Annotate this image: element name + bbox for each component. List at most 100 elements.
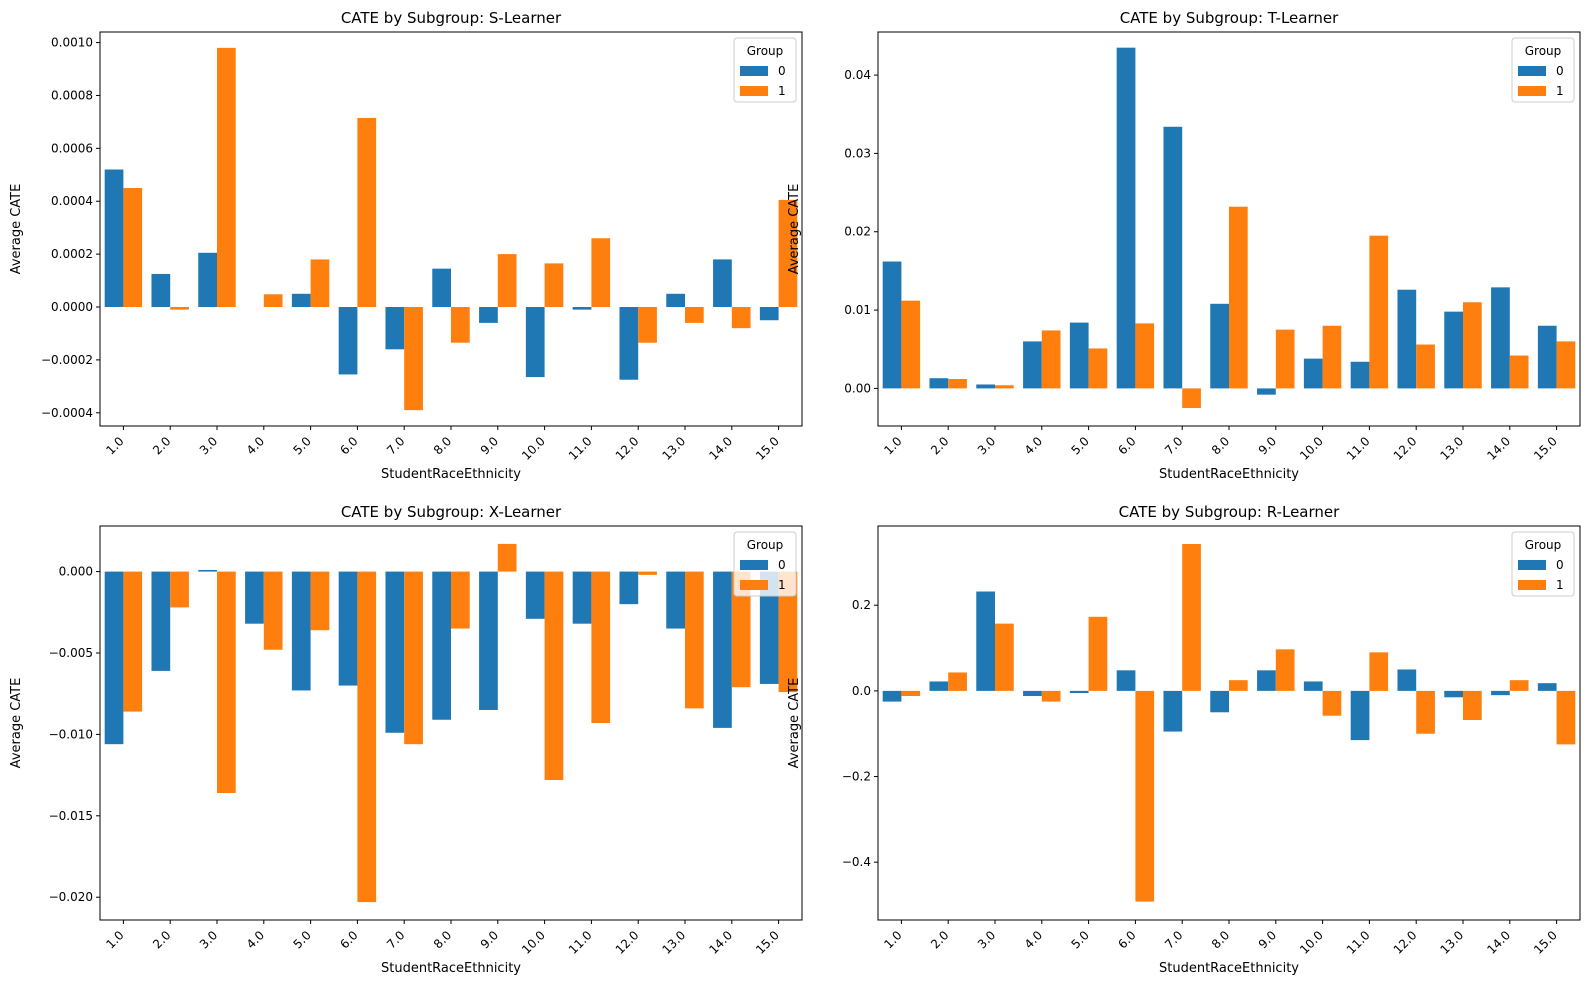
- chart-panel-3: −0.020 −0.015 −0.010 −0.005 0.000 1.0 2.0 3.0 4.…: [9, 503, 803, 976]
- x-tick-label: 15.0: [1531, 928, 1560, 957]
- bar-1-11.0: [591, 571, 611, 723]
- y-tick-label: 0.00: [844, 381, 871, 395]
- bar-1-8.0: [451, 571, 470, 629]
- y-tick-label: −0.005: [49, 646, 93, 660]
- bar-0-8.0: [432, 268, 451, 307]
- x-tick-label: 14.0: [1484, 434, 1513, 463]
- y-tick-label: −0.0004: [41, 406, 93, 420]
- x-tick-label: 9.0: [1256, 928, 1279, 951]
- bar-1-9.0: [497, 543, 517, 572]
- x-tick-label: 4.0: [244, 928, 267, 951]
- y-tick-label: 0.02: [844, 225, 871, 239]
- y-tick-label: 0.04: [844, 68, 871, 82]
- bar-0-9.0: [1257, 388, 1276, 395]
- bar-1-7.0: [1182, 543, 1201, 691]
- x-tick-label: 4.0: [1022, 928, 1045, 951]
- bar-0-3.0: [198, 569, 217, 572]
- bar-0-12.0: [1397, 669, 1417, 691]
- x-tick-label: 12.0: [613, 928, 642, 957]
- legend-label-0: 0: [778, 558, 786, 572]
- bar-0-10.0: [525, 571, 545, 619]
- bar-0-11.0: [1350, 361, 1370, 389]
- bar-1-9.0: [1275, 649, 1295, 691]
- bar-1-6.0: [1135, 323, 1155, 389]
- bar-1-10.0: [544, 263, 564, 308]
- legend-label-1: 1: [1556, 578, 1564, 592]
- chart-title: CATE by Subgroup: R-Learner: [1119, 503, 1340, 521]
- x-tick-label: 6.0: [1115, 928, 1138, 951]
- bar-1-7.0: [1182, 388, 1201, 408]
- x-tick-label: 14.0: [706, 928, 735, 957]
- y-tick-label: 0.2: [852, 598, 871, 612]
- x-tick-label: 2.0: [150, 928, 173, 951]
- bar-1-3.0: [217, 571, 236, 794]
- bar-1-12.0: [638, 571, 657, 575]
- bar-0-6.0: [338, 307, 358, 375]
- bar-1-13.0: [1463, 690, 1482, 720]
- legend-swatch-0: [1518, 66, 1546, 76]
- legend-swatch-0: [1518, 560, 1546, 570]
- bar-1-15.0: [1556, 690, 1576, 745]
- y-tick-label: 0.0002: [51, 247, 93, 261]
- x-tick-label: 13.0: [660, 928, 689, 957]
- y-tick-label: −0.015: [49, 809, 93, 823]
- chart-title: CATE by Subgroup: X-Learner: [341, 503, 562, 521]
- bar-1-13.0: [685, 307, 704, 323]
- bar-0-5.0: [1069, 322, 1089, 389]
- bar-0-7.0: [1163, 126, 1183, 389]
- bar-0-10.0: [1303, 358, 1323, 389]
- x-tick-label: 3.0: [197, 928, 220, 951]
- bar-0-13.0: [666, 571, 685, 629]
- x-axis-label: StudentRaceEthnicity: [381, 467, 521, 482]
- bar-0-4.0: [1023, 690, 1042, 697]
- bar-1-5.0: [310, 571, 330, 631]
- x-tick-label: 2.0: [150, 434, 173, 457]
- x-tick-label: 1.0: [103, 434, 126, 457]
- bar-1-8.0: [1229, 680, 1248, 691]
- x-tick-label: 6.0: [337, 928, 360, 951]
- x-axis-label: StudentRaceEthnicity: [1159, 467, 1299, 482]
- y-axis-label: Average CATE: [787, 184, 802, 275]
- bar-0-4.0: [1023, 341, 1042, 389]
- bar-0-6.0: [338, 571, 358, 686]
- x-tick-label: 7.0: [384, 928, 407, 951]
- y-tick-label: −0.2: [842, 770, 871, 784]
- x-tick-label: 12.0: [1391, 928, 1420, 957]
- bar-1-4.0: [1041, 330, 1061, 389]
- bar-1-12.0: [1416, 690, 1435, 734]
- bar-0-1.0: [104, 169, 124, 307]
- legend-label-1: 1: [1556, 84, 1564, 98]
- x-tick-label: 11.0: [1344, 434, 1373, 463]
- bar-0-12.0: [619, 571, 639, 605]
- x-tick-label: 1.0: [881, 928, 904, 951]
- x-tick-label: 9.0: [478, 928, 501, 951]
- bar-0-9.0: [479, 307, 498, 323]
- bar-0-3.0: [976, 591, 995, 691]
- bar-0-3.0: [976, 384, 995, 389]
- legend-label-1: 1: [778, 578, 786, 592]
- bar-1-7.0: [404, 571, 423, 745]
- bar-1-14.0: [731, 307, 751, 329]
- bar-0-5.0: [291, 293, 311, 308]
- x-tick-label: 15.0: [1531, 434, 1560, 463]
- bar-0-1.0: [104, 571, 124, 745]
- bar-1-4.0: [263, 571, 283, 650]
- bar-1-8.0: [451, 307, 470, 343]
- bar-0-13.0: [666, 293, 685, 308]
- y-tick-label: 0.000: [59, 565, 93, 579]
- legend-swatch-1: [740, 580, 768, 590]
- bar-1-1.0: [901, 300, 921, 389]
- bar-0-12.0: [1397, 289, 1417, 389]
- bar-1-2.0: [948, 379, 967, 389]
- y-tick-label: 0.01: [844, 303, 871, 317]
- legend: Group 0 1: [1511, 37, 1575, 103]
- bar-1-10.0: [1322, 690, 1342, 716]
- plot-frame: [877, 525, 1581, 921]
- x-tick-label: 12.0: [1391, 434, 1420, 463]
- x-tick-label: 8.0: [431, 434, 454, 457]
- bar-1-14.0: [1509, 355, 1529, 389]
- x-tick-label: 10.0: [519, 928, 548, 957]
- x-tick-label: 12.0: [613, 434, 642, 463]
- x-tick-label: 14.0: [706, 434, 735, 463]
- bar-0-4.0: [245, 571, 264, 624]
